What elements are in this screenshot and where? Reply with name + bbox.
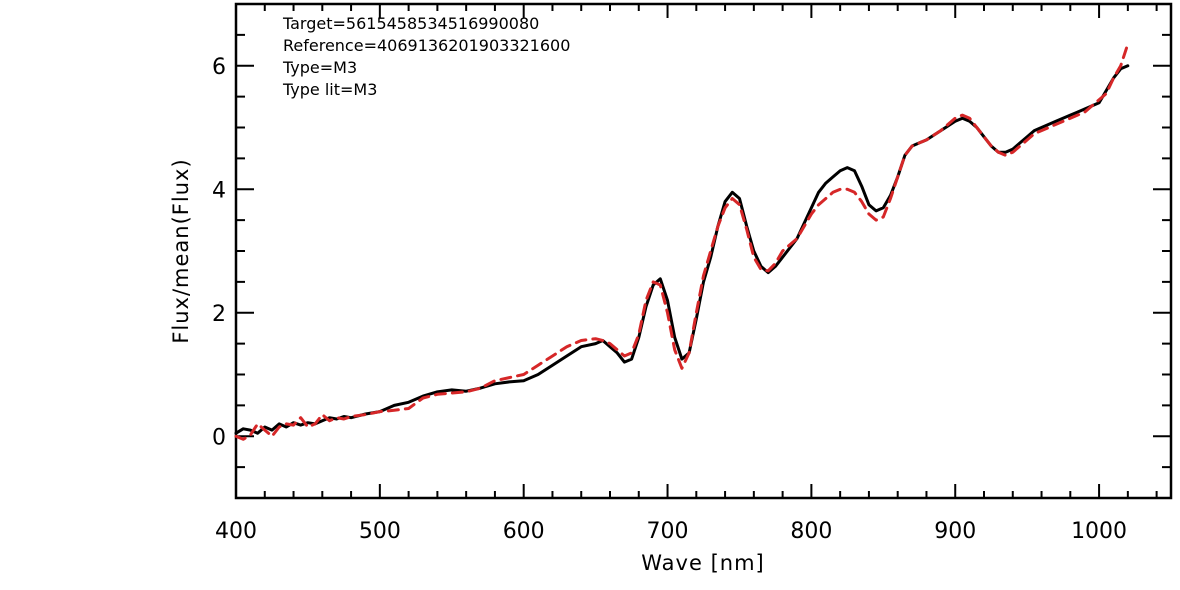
x-tick-label: 1000 bbox=[1071, 519, 1127, 544]
y-tick-label: 2 bbox=[212, 302, 226, 327]
reference-spectrum-line bbox=[234, 42, 1130, 441]
annotations: Target=5615458534516990080 Reference=4069… bbox=[282, 14, 570, 99]
axis-ticks bbox=[235, 3, 1171, 499]
x-axis-label: Wave [nm] bbox=[641, 551, 764, 575]
y-tick-label: 0 bbox=[212, 425, 226, 450]
y-tick-label: 6 bbox=[212, 55, 226, 80]
x-tick-label: 400 bbox=[215, 519, 257, 544]
y-tick-label: 4 bbox=[212, 178, 226, 203]
x-tick-label: 800 bbox=[790, 519, 832, 544]
annotation-line: Target=5615458534516990080 bbox=[282, 14, 539, 33]
series-layer bbox=[234, 42, 1130, 441]
x-tick-label: 900 bbox=[934, 519, 976, 544]
annotation-line: Type lit=M3 bbox=[282, 80, 377, 99]
target-spectrum-line bbox=[234, 64, 1130, 435]
plot-frame bbox=[234, 2, 1173, 500]
annotation-line: Reference=4069136201903321600 bbox=[283, 36, 570, 55]
annotation-line: Type=M3 bbox=[282, 58, 357, 77]
x-tick-label: 500 bbox=[359, 519, 401, 544]
x-tick-label: 600 bbox=[503, 519, 545, 544]
x-tick-label: 700 bbox=[647, 519, 689, 544]
y-axis-label: Flux/mean(Flux) bbox=[169, 158, 193, 343]
axis-tick-labels: 400 500 600 700 800 900 1000 0 2 4 6 bbox=[212, 55, 1127, 544]
